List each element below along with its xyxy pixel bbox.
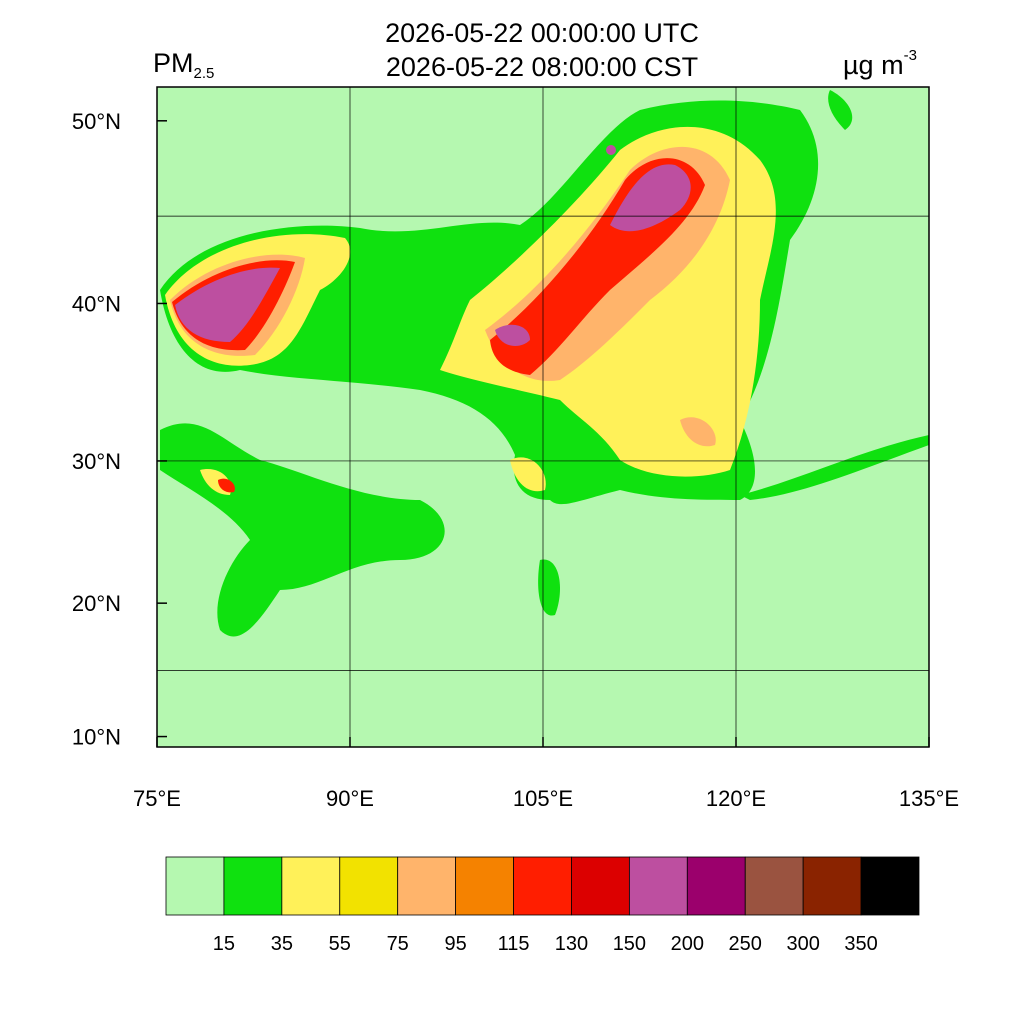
colorbar-swatch xyxy=(571,856,630,916)
map-area xyxy=(157,87,929,747)
colorbar-label: 95 xyxy=(444,933,466,955)
x-tick-label: 135°E xyxy=(899,786,959,811)
colorbar-label: 350 xyxy=(844,933,877,955)
y-tick-label: 50°N xyxy=(72,109,121,134)
colorbar-label: 115 xyxy=(498,933,530,955)
x-tick-label: 120°E xyxy=(706,786,766,811)
colorbar-swatch xyxy=(860,856,920,916)
colorbar-label: 15 xyxy=(213,933,235,955)
colorbar-swatch xyxy=(686,856,746,916)
plume-magenta xyxy=(175,145,691,346)
x-tick-label: 75°E xyxy=(133,786,181,811)
colorbar-swatch xyxy=(513,856,572,916)
colorbar-label: 75 xyxy=(387,933,409,955)
colorbar-label: 130 xyxy=(555,933,588,955)
colorbar-label: 250 xyxy=(729,933,762,955)
units-superscript: -3 xyxy=(904,47,917,64)
colorbar-label: 35 xyxy=(271,933,293,955)
colorbar-swatch xyxy=(397,856,457,916)
colorbar-label: 200 xyxy=(671,933,704,955)
colorbar-swatch xyxy=(744,856,804,916)
colorbar-swatch xyxy=(223,856,283,916)
colorbar-swatch xyxy=(281,856,341,916)
variable-main: PM xyxy=(153,48,194,78)
colorbar-swatch xyxy=(339,856,399,916)
graticule xyxy=(157,87,929,747)
y-tick-label: 30°N xyxy=(72,449,121,474)
colorbar-label: 150 xyxy=(613,933,646,955)
title-local: 2026-05-22 08:00:00 CST xyxy=(386,52,698,82)
colorbar: 15 35 55 75 95 115 130 150 200 250 300 350 xyxy=(165,856,920,955)
colorbar-swatch xyxy=(165,856,225,916)
y-tick-label: 20°N xyxy=(72,591,121,616)
title-utc: 2026-05-22 00:00:00 UTC xyxy=(385,18,699,48)
colorbar-swatch xyxy=(802,856,862,916)
units: µg m-3 xyxy=(843,47,917,80)
x-tick-label: 90°E xyxy=(326,786,374,811)
colorbar-swatch xyxy=(628,856,688,916)
axes: 75°E 90°E 105°E 120°E 135°E 10°N 20°N 30°N 40°N 5… xyxy=(72,109,959,811)
variable-name: PM2.5 xyxy=(153,48,214,82)
colorbar-swatch xyxy=(455,856,514,916)
colorbar-label: 55 xyxy=(329,933,351,955)
y-tick-label: 10°N xyxy=(72,725,121,750)
units-main: µg m xyxy=(843,50,904,80)
variable-subscript: 2.5 xyxy=(194,65,215,82)
y-tick-label: 40°N xyxy=(72,291,121,316)
x-tick-label: 105°E xyxy=(513,786,573,811)
colorbar-label: 300 xyxy=(786,933,819,955)
